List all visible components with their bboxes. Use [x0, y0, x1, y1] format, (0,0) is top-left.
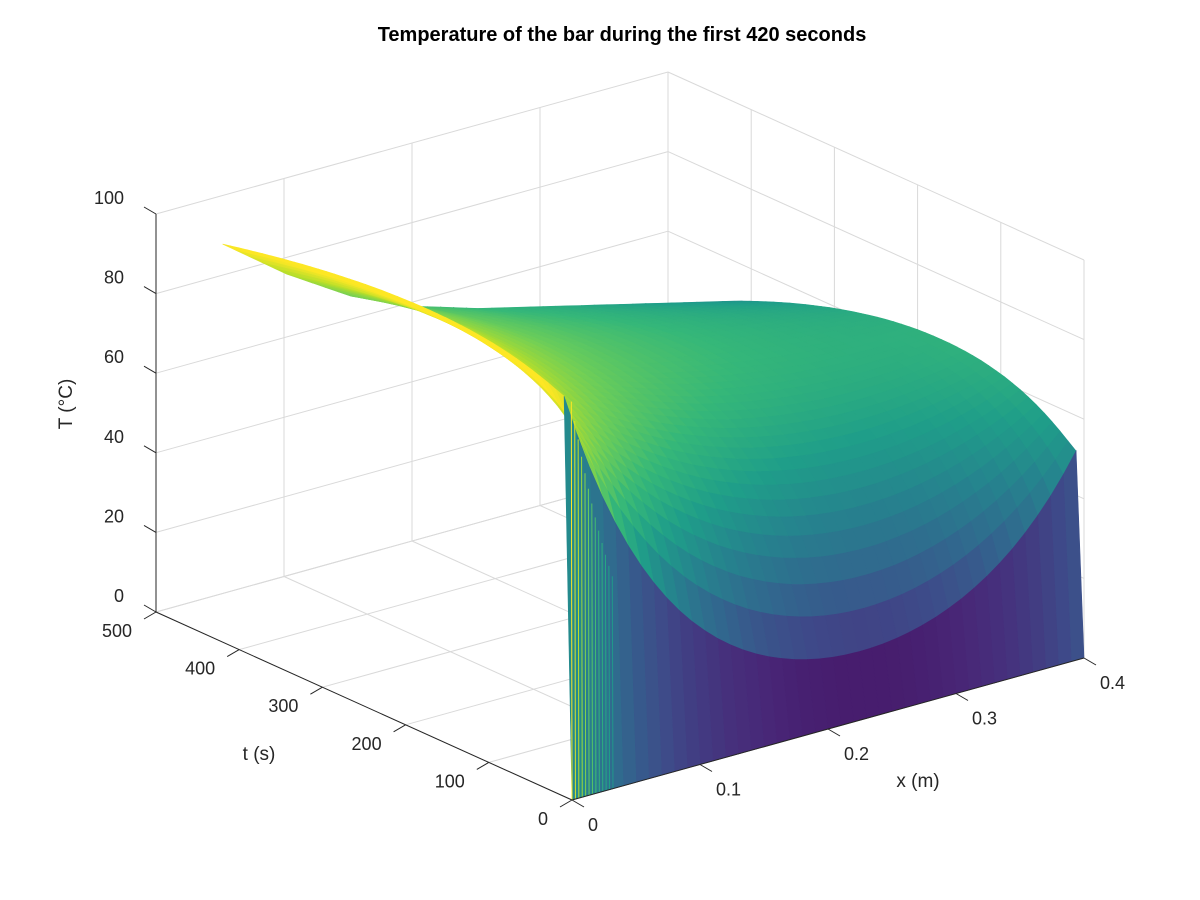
T-tick-mark: [143, 206, 157, 215]
x-tick-mark: [1083, 657, 1097, 666]
x-tick-mark: [571, 799, 585, 808]
surface-edge-line: [598, 530, 600, 793]
x-axis-label: x (m): [896, 771, 939, 792]
x-tick-mark: [827, 728, 841, 737]
surface-edge-line: [601, 542, 604, 792]
T-tick-label: 0: [114, 586, 124, 606]
surface-edge-line: [581, 456, 583, 798]
z-axis-label: T (°C): [56, 379, 77, 430]
surface-plot: [222, 243, 1085, 801]
surface-edge-line: [604, 554, 607, 791]
surface-edge-line: [570, 401, 573, 801]
t-tick-mark: [559, 799, 573, 808]
surface-edge-line: [611, 576, 614, 789]
T-tick-label: 20: [104, 506, 124, 526]
x-tick-mark: [699, 764, 713, 772]
T-tick-label: 60: [104, 347, 124, 367]
T-tick-mark: [143, 524, 157, 533]
axes: 0 0.1 0.2 0.3 0.4 0 100 200 300 400 500 0 20 40 60 80 10…: [94, 188, 1125, 835]
t-tick-mark: [393, 724, 406, 733]
x-tick-mark: [955, 693, 969, 701]
T-tick-mark: [143, 286, 157, 295]
t-tick-label: 200: [352, 734, 382, 754]
t-tick-label: 100: [435, 771, 465, 791]
surface-edge-line: [594, 517, 597, 794]
T-tick-label: 80: [104, 268, 124, 288]
t-tick-label: 300: [268, 696, 298, 716]
back-wall-gridline: [155, 151, 669, 295]
t-tick-mark: [143, 611, 157, 620]
t-axis-line: [155, 611, 573, 801]
x-tick-label: 0.4: [1100, 673, 1125, 693]
surface-edge-line: [591, 503, 593, 795]
t-tick-label: 500: [102, 621, 132, 641]
back-wall-gridline: [155, 71, 669, 215]
T-tick-mark: [143, 445, 157, 454]
t-tick-mark: [226, 649, 240, 658]
surface-edge-line: [584, 473, 587, 797]
t-tick-mark: [476, 761, 490, 770]
surface-edge-line: [587, 488, 590, 796]
surface-edge-line: [608, 565, 611, 790]
T-tick-label: 100: [94, 188, 124, 208]
chart-title: Temperature of the bar during the first …: [378, 24, 867, 46]
surface-edge-line: [577, 439, 580, 799]
surface-edge-line: [574, 421, 576, 800]
t-tick-mark: [310, 686, 323, 695]
t-tick-label: 0: [538, 809, 548, 829]
T-tick-mark: [143, 604, 157, 613]
right-wall-gridline: [667, 151, 1085, 341]
t-axis-label: t (s): [243, 744, 276, 765]
t-tick-label: 400: [185, 659, 215, 679]
x-tick-label: 0.2: [844, 744, 869, 764]
T-tick-label: 40: [104, 427, 124, 447]
T-tick-mark: [143, 365, 157, 374]
x-tick-label: 0.1: [716, 780, 741, 800]
right-wall-gridline: [667, 71, 1085, 261]
x-tick-label: 0: [588, 815, 598, 835]
x-tick-label: 0.3: [972, 709, 997, 729]
